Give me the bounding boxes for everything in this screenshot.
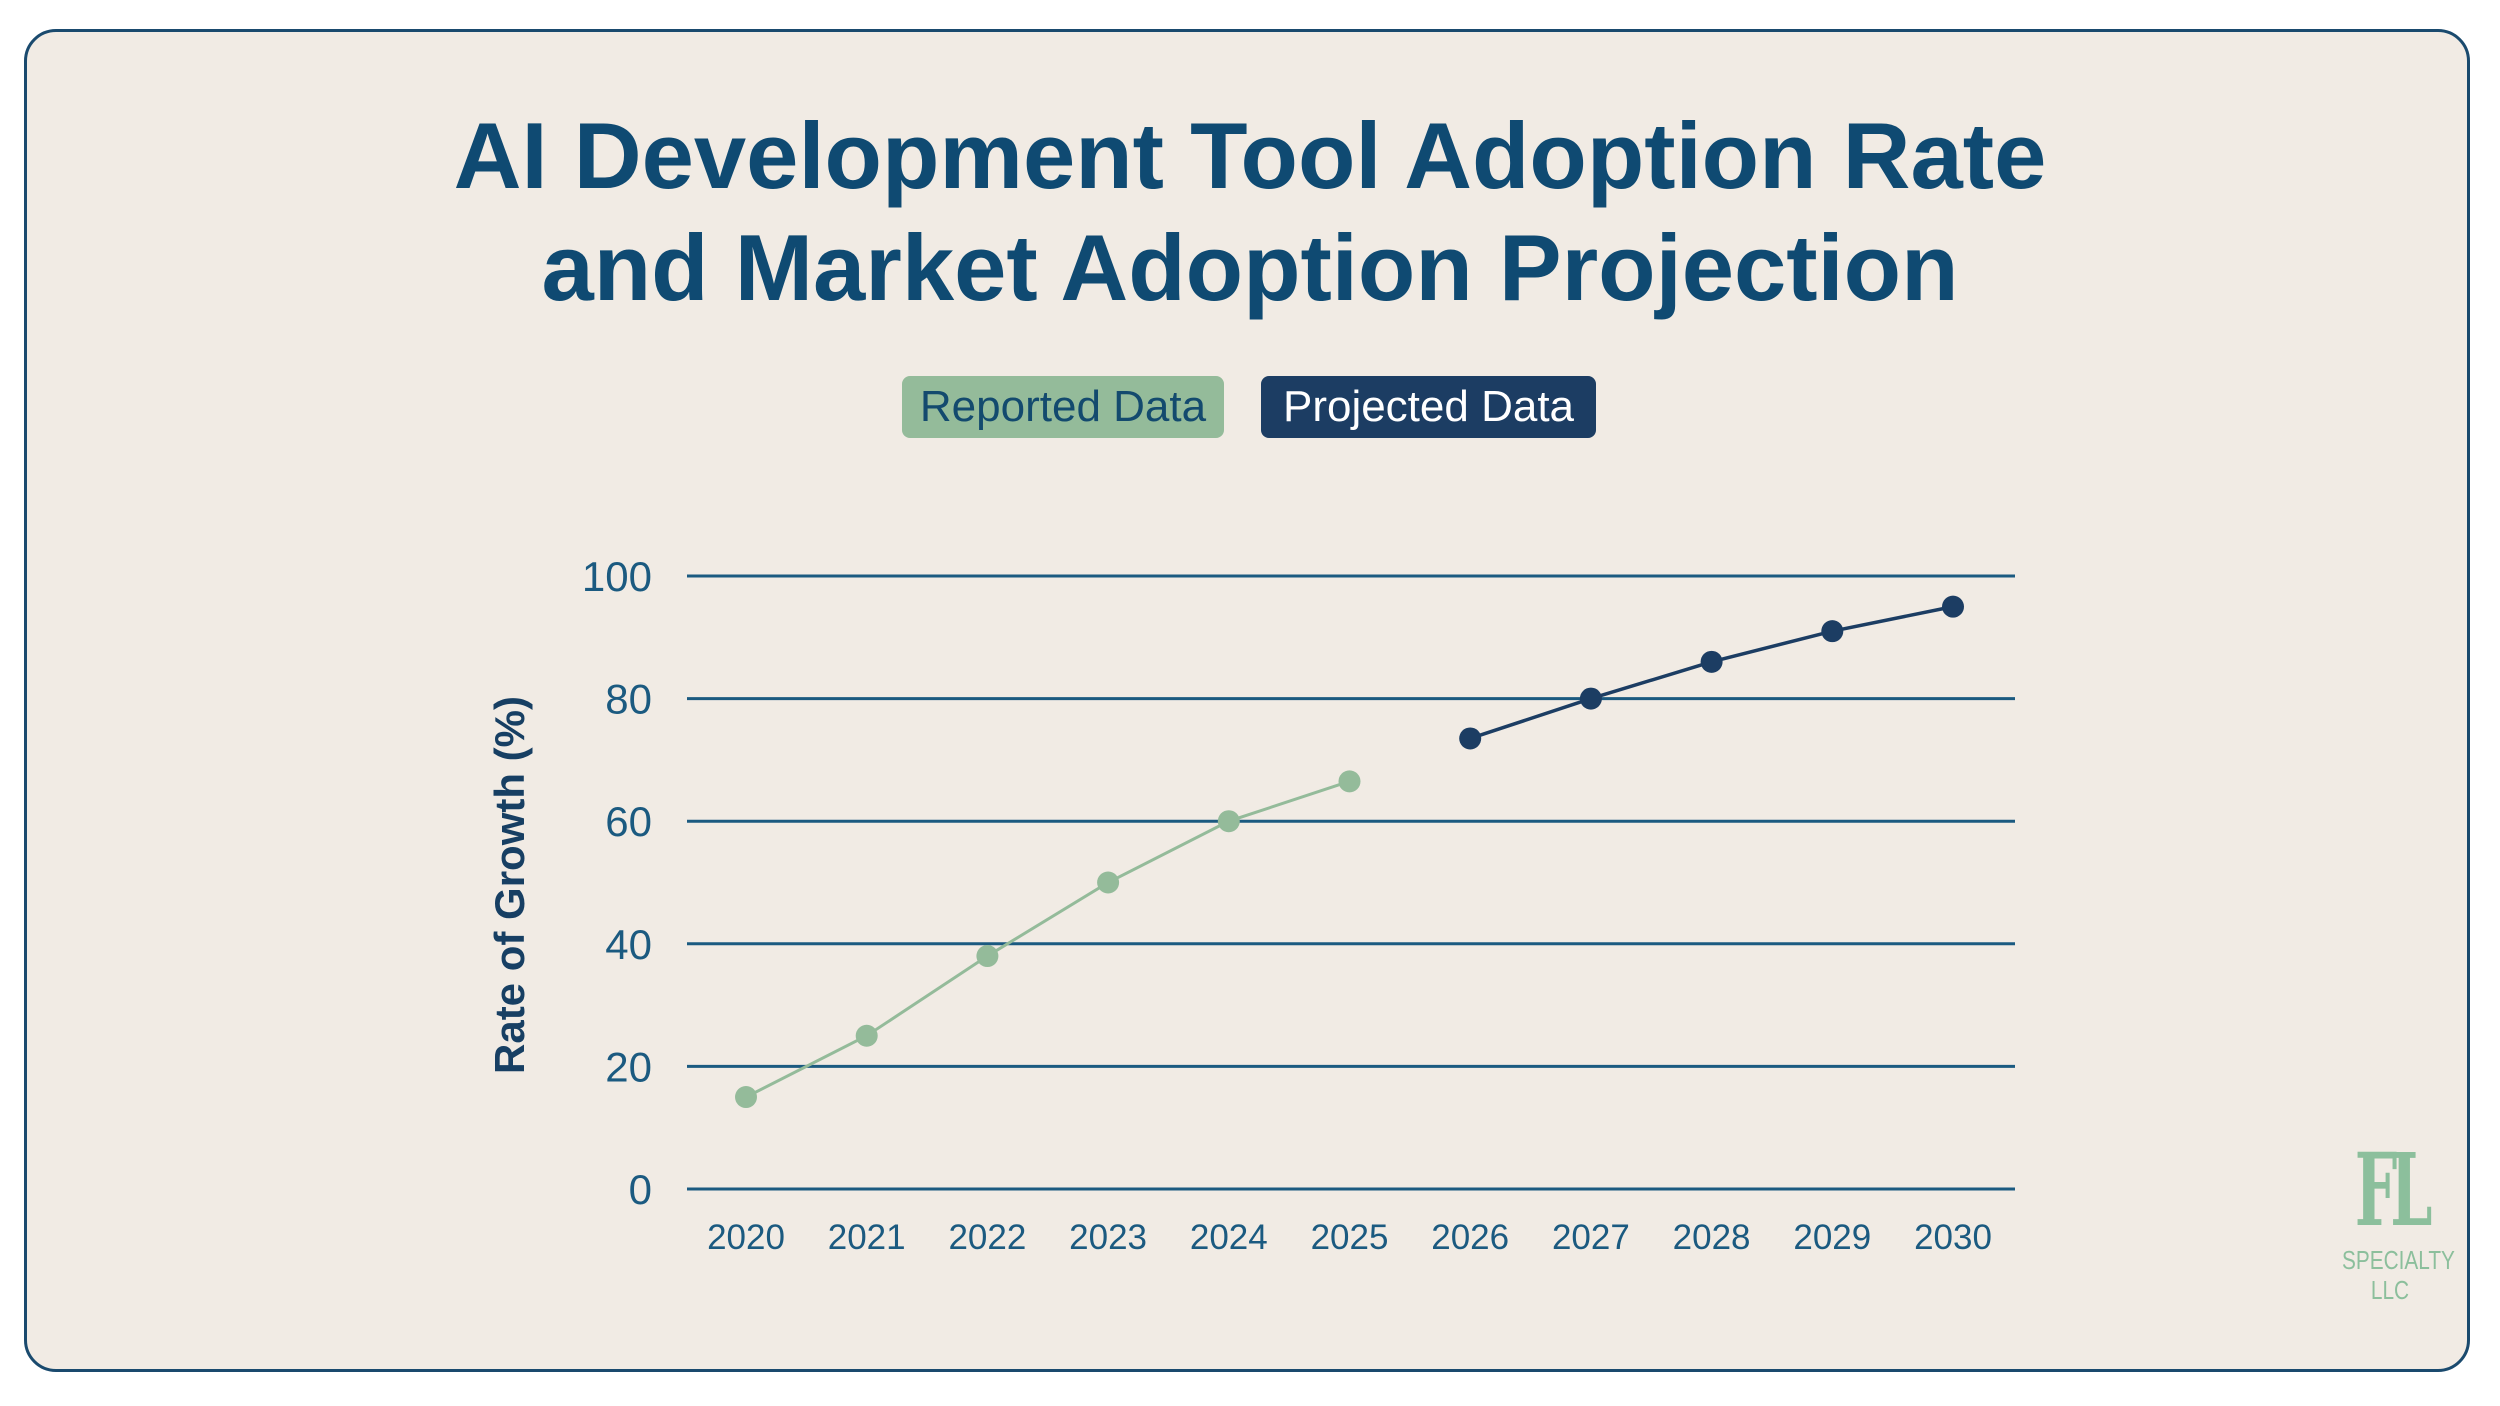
y-tick-label: 20 [605,1043,652,1090]
data-point-2021 [855,1024,878,1047]
logo-text-specialty: SPECIALTY [2342,1245,2455,1275]
chart-card [24,29,2470,1372]
y-tick-label: 80 [605,676,652,723]
x-tick-label: 2029 [1793,1218,1871,1257]
data-point-2025 [1338,770,1361,793]
data-point-2029 [1821,620,1844,643]
data-point-2027 [1579,687,1602,710]
x-tick-label: 2028 [1673,1218,1751,1257]
logo-mark: FL [2354,1131,2433,1249]
x-tick-label: 2024 [1190,1218,1268,1257]
x-tick-label: 2023 [1069,1218,1147,1257]
data-point-2030 [1942,595,1964,618]
x-tick-label: 2025 [1311,1218,1389,1257]
company-logo: FL SPECIALTY LLC [2330,1131,2455,1305]
x-tick-label: 2021 [828,1218,906,1257]
x-tick-label: 2022 [948,1218,1026,1257]
logo-text-llc: LLC [2370,1275,2410,1305]
x-tick-label: 2020 [707,1218,785,1257]
x-tick-label: 2027 [1552,1218,1630,1257]
y-axis-label: Rate of Growth (%) [486,696,533,1074]
data-point-2028 [1700,650,1723,673]
y-tick-label: 60 [605,798,652,845]
legend-projected-data: Projected Data [1261,376,1596,438]
x-tick-label: 2030 [1914,1218,1992,1257]
data-point-2020 [735,1086,757,1109]
x-tick-label: 2026 [1431,1218,1509,1257]
data-point-2022 [976,945,999,968]
title-line-1: AI Development Tool Adoption Rate [453,103,2047,208]
data-point-2023 [1097,871,1120,894]
chart-title: AI Development Tool Adoption Rate and Ma… [0,100,2500,324]
legend-reported-data: Reported Data [902,376,1224,438]
data-point-2024 [1217,810,1240,833]
y-tick-label: 100 [582,553,652,600]
series-line-reported [745,779,1350,1099]
data-point-2026 [1459,727,1482,750]
y-tick-label: 0 [629,1166,652,1213]
title-line-2: and Market Adoption Projection [541,215,1959,320]
y-tick-label: 40 [605,921,652,968]
